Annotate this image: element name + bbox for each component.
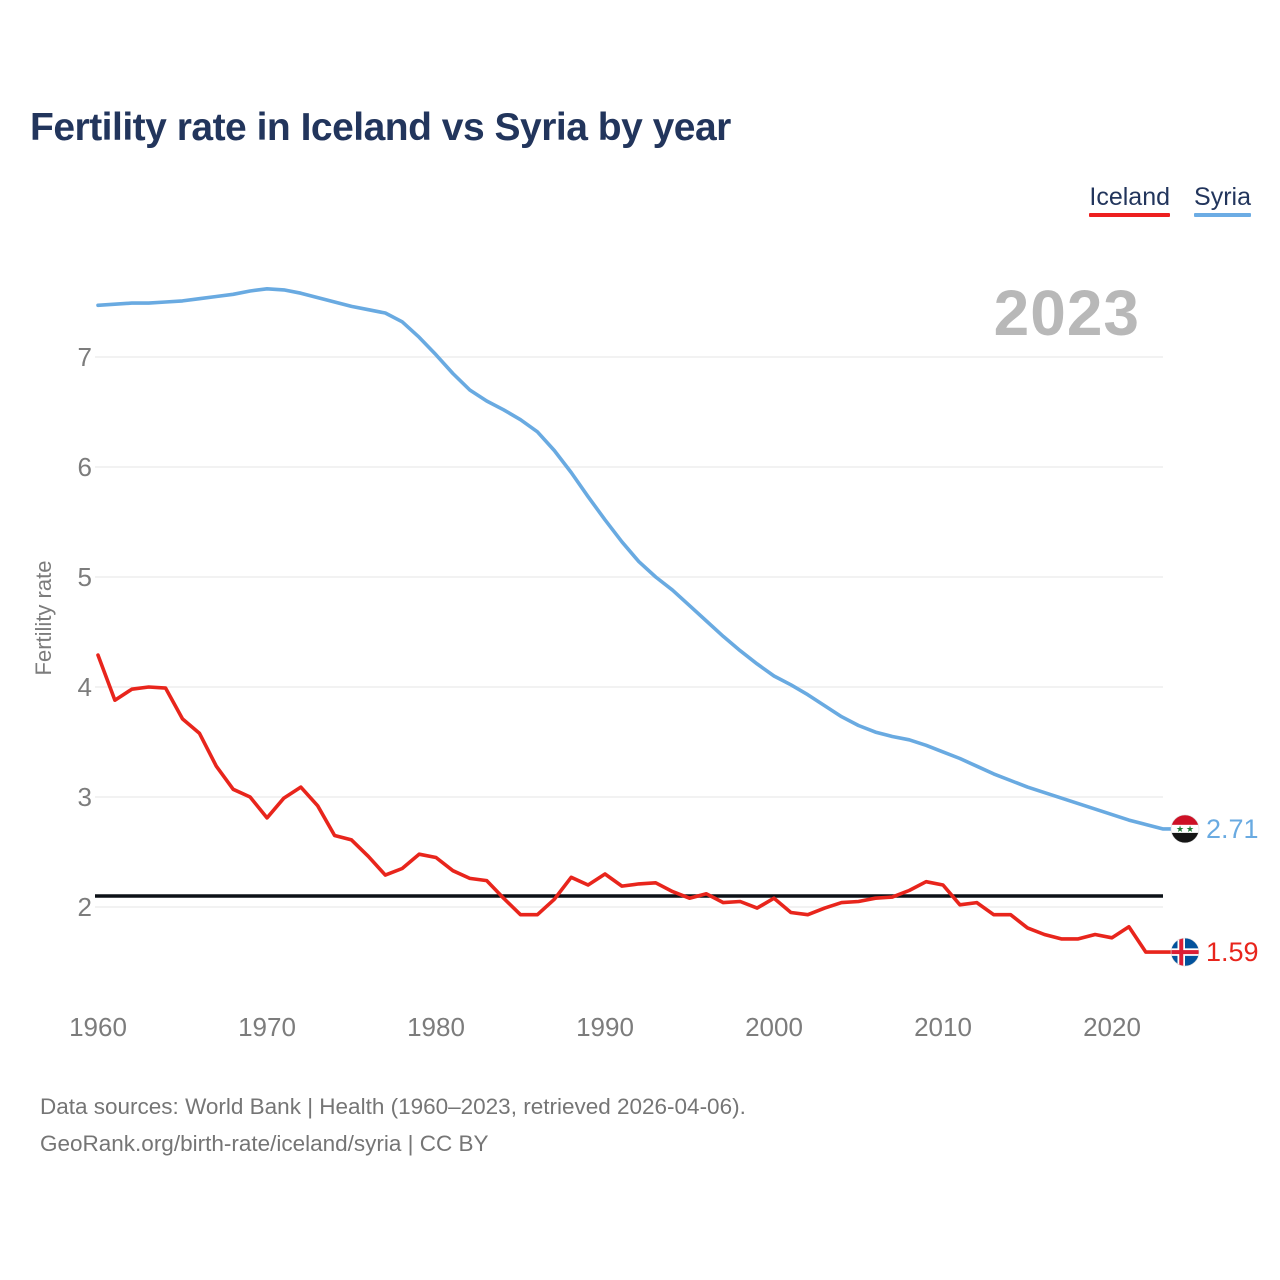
legend: Iceland Syria	[1089, 184, 1251, 217]
iceland-flag-icon	[1170, 937, 1200, 967]
x-tick-label: 1970	[238, 1012, 296, 1042]
syria-end-value-label: 2.71	[1206, 814, 1259, 844]
x-tick-label: 1980	[407, 1012, 465, 1042]
x-tick-label: 2000	[745, 1012, 803, 1042]
legend-label-syria: Syria	[1194, 183, 1251, 211]
series-line-syria[interactable]	[96, 286, 1173, 831]
legend-item-iceland[interactable]: Iceland	[1089, 183, 1171, 217]
x-tick-label: 1960	[69, 1012, 127, 1042]
x-tick-label: 1990	[576, 1012, 634, 1042]
syria-flag-star: ★	[1176, 824, 1184, 834]
y-tick-label: 2	[78, 892, 92, 922]
gridlines	[95, 356, 1163, 908]
x-tick-label: 2010	[914, 1012, 972, 1042]
y-tick-label: 5	[78, 562, 92, 592]
y-tick-label: 4	[78, 672, 92, 702]
legend-item-syria[interactable]: Syria	[1194, 184, 1251, 217]
y-tick-label: 6	[78, 452, 92, 482]
x-axis-tick-labels: 1960 1970 1980 1990 2000 2010 2020	[69, 1012, 1141, 1042]
year-watermark: 2023	[993, 277, 1140, 349]
syria-flag-icon: ★ ★	[1170, 814, 1200, 844]
series-line-iceland[interactable]	[96, 653, 1173, 954]
x-tick-label: 2020	[1083, 1012, 1141, 1042]
footer-url-line: GeoRank.org/birth-rate/iceland/syria | C…	[40, 1131, 489, 1156]
syria-flag-star: ★	[1186, 824, 1194, 834]
series-lines	[96, 286, 1173, 954]
footer-sources-line: Data sources: World Bank | Health (1960–…	[40, 1094, 746, 1119]
footer-attribution: Data sources: World Bank | Health (1960–…	[40, 1088, 746, 1162]
y-axis-tick-labels: 2 3 4 5 6 7	[78, 342, 92, 922]
page-title: Fertility rate in Iceland vs Syria by ye…	[30, 106, 731, 149]
y-tick-label: 7	[78, 342, 92, 372]
y-tick-label: 3	[78, 782, 92, 812]
legend-underline-syria	[1194, 213, 1251, 217]
iceland-end-value-label: 1.59	[1206, 937, 1259, 967]
legend-label-iceland: Iceland	[1089, 183, 1171, 211]
legend-underline-iceland	[1089, 213, 1171, 217]
